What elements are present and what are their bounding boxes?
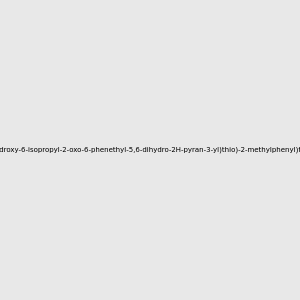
Text: N-(5-(tert-Butyl)-4-((4-hydroxy-6-isopropyl-2-oxo-6-phenethyl-5,6-dihydro-2H-pyr: N-(5-(tert-Butyl)-4-((4-hydroxy-6-isopro… (0, 147, 300, 153)
